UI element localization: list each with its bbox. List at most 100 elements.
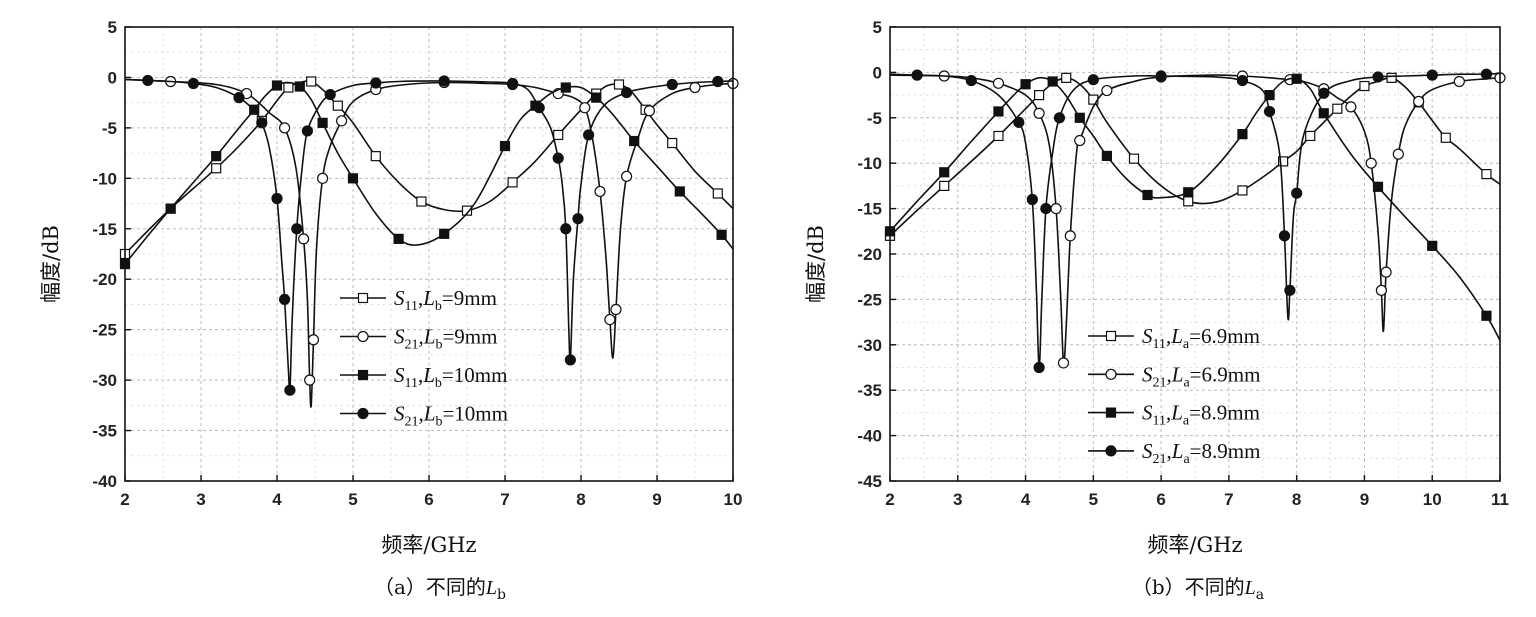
data-point (1372, 181, 1384, 192)
data-point (1034, 89, 1045, 101)
data-point (1380, 266, 1392, 278)
x-tick-label: 10 (724, 490, 743, 509)
x-tick-label: 2 (885, 490, 894, 509)
chart-panel-b: 2 3 4 5 6 7 8 9 10 11 5 0 -5 -10 -15 -20 -25 -30 -35 -40 -45… (804, 18, 1509, 603)
data-point (1284, 284, 1296, 296)
data-point (307, 334, 320, 346)
series-line (124, 80, 734, 255)
y-tick-label: -15 (92, 220, 117, 239)
data-point (613, 79, 625, 90)
data-point (1047, 76, 1058, 87)
data-point (1050, 203, 1062, 215)
x-tick-label: 11 (1491, 490, 1509, 509)
series-line (889, 72, 1501, 369)
data-point (1305, 130, 1316, 142)
series-s21-a-8_9 (889, 68, 1501, 374)
data-point (1426, 69, 1438, 81)
y-tick-label: -5 (867, 109, 882, 128)
data-point (992, 77, 1005, 89)
data-point (629, 135, 640, 147)
y-tick-label: 5 (873, 18, 882, 37)
data-point (643, 105, 656, 117)
data-point (1053, 112, 1066, 124)
y-tick-label: -40 (857, 427, 882, 446)
data-point (594, 185, 606, 198)
data-point (507, 177, 518, 188)
legend-item: S21,La=6.9mm (1088, 362, 1260, 390)
data-point (1020, 79, 1031, 90)
y-tick-label: -45 (857, 472, 882, 491)
data-point (620, 170, 633, 182)
data-point (716, 229, 727, 240)
data-point (233, 92, 245, 104)
data-point (438, 75, 450, 87)
data-point (1013, 116, 1025, 128)
data-point (271, 192, 283, 205)
data-point (553, 129, 564, 141)
y-tick-label: -5 (102, 119, 117, 138)
x-tick-label: 7 (500, 490, 509, 509)
y-tick-label: -30 (92, 371, 117, 390)
data-point (336, 115, 348, 127)
data-point (667, 137, 678, 149)
data-point (533, 102, 545, 114)
x-tick-label: 3 (196, 490, 205, 509)
y-tick-label: -10 (857, 154, 882, 173)
series-line (889, 76, 1501, 237)
y-tick-label: -25 (857, 290, 882, 309)
data-point (560, 82, 571, 93)
y-tick-label: -40 (92, 472, 117, 491)
x-tick-label: 8 (1292, 490, 1301, 509)
legend-item: S11,La=8.9mm (1088, 401, 1260, 429)
data-point (165, 203, 176, 214)
data-point (1278, 156, 1289, 167)
data-point (332, 100, 343, 111)
legend-marker (357, 330, 369, 343)
data-point (1372, 71, 1384, 83)
data-point (1278, 230, 1291, 242)
data-point (1332, 103, 1343, 114)
series-s11-a-6_9 (884, 72, 1501, 241)
data-point (1318, 108, 1329, 119)
data-point (552, 152, 564, 164)
panel-caption: （a）不同的Lb (374, 575, 506, 603)
data-point (1142, 189, 1153, 201)
data-point (560, 223, 572, 235)
panel-caption: （b）不同的La (1132, 575, 1264, 603)
data-point (689, 81, 701, 94)
data-point (324, 88, 336, 101)
series-line (124, 78, 734, 408)
data-point (1481, 310, 1492, 321)
data-point (256, 117, 268, 129)
data-point (1236, 74, 1249, 87)
data-point (1064, 230, 1076, 242)
data-point (1033, 361, 1045, 374)
data-point (1026, 193, 1038, 206)
data-point (187, 77, 199, 90)
data-point (610, 303, 622, 316)
y-tick-label: -35 (92, 422, 117, 441)
x-tick-label: 7 (1224, 490, 1233, 509)
axis-ticks: 2 3 4 5 6 7 8 9 10 5 0 -5 -10 -15 -20 -25 -30 -35 -40 (92, 18, 742, 509)
y-tick-label: 0 (108, 68, 117, 87)
legend-label: S11,La=8.9mm (1142, 401, 1260, 429)
data-point (1074, 112, 1085, 123)
y-tick-label: -10 (92, 169, 117, 188)
y-tick-label: -20 (857, 245, 882, 264)
data-point (1291, 73, 1302, 84)
data-point (993, 130, 1004, 142)
data-point (582, 129, 595, 141)
data-point (298, 233, 310, 245)
legend-item: S21,La=8.9mm (1088, 439, 1260, 467)
data-point (1040, 203, 1052, 215)
y-tick-label: -30 (857, 336, 882, 355)
series-s21-b-10 (124, 74, 734, 396)
data-point (1480, 68, 1493, 80)
data-point (347, 173, 359, 184)
data-point (572, 213, 584, 225)
legend-label: S21,Lb=9mm (394, 325, 497, 353)
x-tick-label: 4 (272, 490, 282, 509)
x-tick-label: 5 (348, 490, 357, 509)
data-point (1074, 134, 1086, 147)
